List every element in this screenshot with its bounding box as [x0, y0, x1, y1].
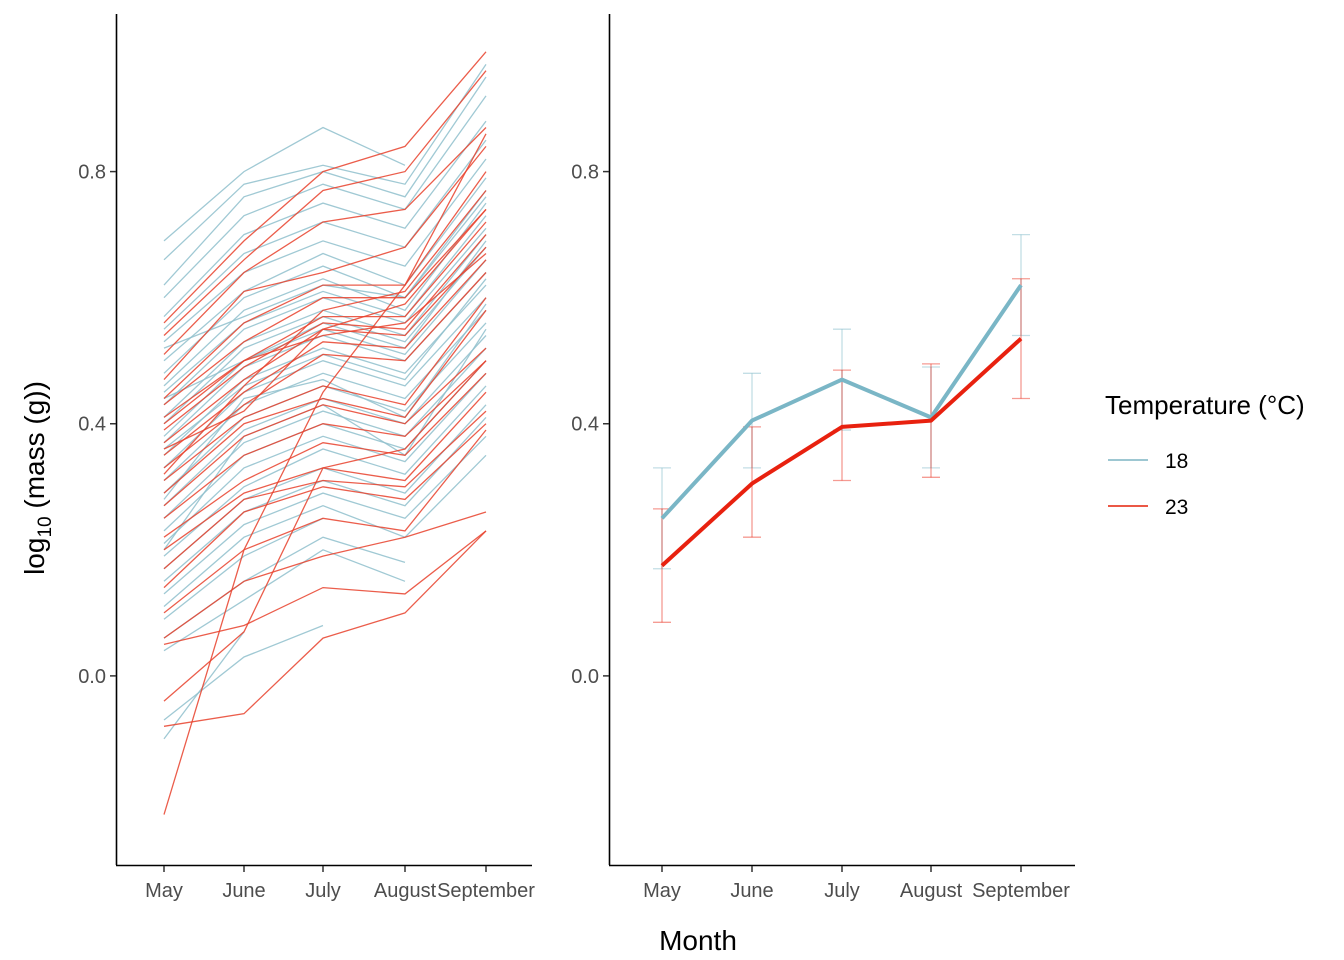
trajectory-23 [163, 171, 487, 399]
y-tick-label-right: 0.0 [571, 666, 599, 688]
trajectory-23 [163, 208, 487, 450]
trajectory-18 [163, 435, 487, 595]
trajectory-23 [163, 423, 487, 589]
x-tick-label-left: September [437, 880, 535, 902]
trajectory-18 [163, 297, 487, 469]
individual-lines [163, 51, 487, 815]
trajectory-23 [163, 511, 487, 639]
trajectory-23 [163, 221, 487, 418]
trajectory-18 [163, 95, 487, 299]
trajectory-18 [163, 624, 324, 721]
trajectory-23 [163, 360, 487, 702]
y-tick-label-right: 0.4 [571, 414, 599, 436]
trajectory-23 [163, 309, 487, 494]
x-tick-label-left: May [145, 880, 183, 902]
x-tick-label-right: August [900, 880, 963, 902]
x-axis-title: Month [659, 925, 737, 956]
individual-panel: 0.0 0.4 0.8 May June July August September [78, 14, 535, 902]
trajectory-18 [163, 202, 487, 387]
trajectory-23 [163, 530, 487, 727]
y-ticks-right: 0.0 0.4 0.8 [571, 162, 609, 688]
mean-line-18 [660, 283, 1023, 520]
trajectory-18 [163, 158, 487, 343]
legend-label-23: 23 [1165, 496, 1188, 519]
legend-title: Temperature (°C) [1105, 390, 1305, 420]
mean-line-23 [660, 337, 1023, 568]
trajectory-18 [163, 126, 406, 242]
trajectory-18 [163, 190, 487, 374]
y-ticks-left: 0.0 0.4 0.8 [78, 162, 116, 688]
trajectory-18 [163, 177, 487, 362]
y-tick-label-left: 0.4 [78, 414, 106, 436]
y-tick-label-left: 0.0 [78, 666, 106, 688]
trajectory-23 [163, 51, 487, 324]
trajectory-18 [163, 347, 487, 519]
x-tick-label-left: July [305, 880, 341, 902]
trajectory-18 [163, 372, 487, 544]
y-axis-title: log10 (mass (g)) [19, 381, 56, 575]
trajectory-23 [163, 127, 487, 355]
x-ticks-right: May June July August September [643, 866, 1070, 902]
y-tick-label-left: 0.8 [78, 162, 106, 184]
trajectory-23 [163, 272, 487, 469]
trajectory-18 [163, 139, 487, 330]
trajectory-23 [163, 145, 487, 381]
trajectory-18 [163, 385, 487, 557]
trajectory-18 [163, 284, 487, 456]
x-tick-label-right: September [972, 880, 1070, 902]
trajectory-18 [163, 454, 487, 607]
trajectory-23 [163, 297, 487, 482]
trajectory-18 [163, 536, 406, 639]
trajectory-18 [163, 549, 406, 652]
x-tick-label-left: August [374, 880, 437, 902]
trajectory-18 [163, 303, 487, 500]
trajectory-23 [163, 133, 487, 815]
trajectory-23 [163, 347, 487, 507]
y-tick-label-right: 0.8 [571, 162, 599, 184]
trajectory-23 [163, 190, 487, 475]
trajectory-23 [163, 70, 487, 336]
trajectory-18 [163, 517, 324, 620]
trajectory-23 [163, 234, 487, 431]
trajectory-18 [163, 64, 487, 261]
x-tick-label-right: May [643, 880, 681, 902]
x-tick-label-right: June [730, 880, 773, 902]
x-tick-label-right: July [824, 880, 860, 902]
trajectory-18 [163, 215, 487, 393]
mean-panel: 0.0 0.4 0.8 May June July August September [571, 14, 1075, 902]
trajectory-23 [163, 530, 487, 646]
trajectory-18 [163, 120, 487, 318]
trajectory-18 [163, 631, 245, 740]
trajectory-23 [163, 372, 487, 538]
x-ticks-left: May June July August September [145, 866, 535, 902]
trajectory-23 [163, 253, 487, 425]
trajectory-23 [163, 208, 487, 406]
legend-label-18: 18 [1165, 450, 1188, 473]
trajectory-23 [163, 360, 487, 519]
trajectory-23 [163, 259, 487, 456]
mean-lines [660, 283, 1023, 568]
trajectory-23 [163, 429, 487, 614]
trajectory-23 [163, 410, 487, 570]
x-tick-label-left: June [222, 880, 265, 902]
